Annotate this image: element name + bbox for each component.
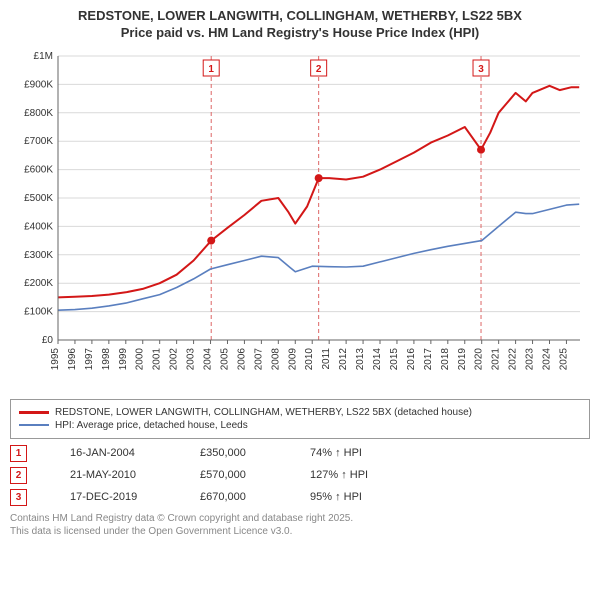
y-tick-label: £900K (24, 79, 53, 90)
event-price: £350,000 (200, 447, 310, 459)
x-tick-label: 2010 (304, 347, 315, 370)
event-date: 21-MAY-2010 (70, 469, 200, 481)
event-percent: 127% ↑ HPI (310, 469, 430, 481)
event-price: £670,000 (200, 491, 310, 503)
x-tick-label: 1998 (101, 347, 112, 370)
event-marker-icon: 3 (10, 489, 27, 506)
chart-title: REDSTONE, LOWER LANGWITH, COLLINGHAM, WE… (10, 8, 590, 42)
event-row: 2 21-MAY-2010£570,000127% ↑ HPI (10, 467, 590, 484)
event-row: 1 16-JAN-2004£350,00074% ↑ HPI (10, 445, 590, 462)
x-tick-label: 2019 (457, 347, 468, 370)
y-tick-label: £800K (24, 108, 53, 119)
x-tick-label: 2011 (321, 347, 332, 369)
y-tick-label: £1M (34, 51, 53, 62)
event-date: 16-JAN-2004 (70, 447, 200, 459)
event-marker-icon: 1 (10, 445, 27, 462)
chart-container: £0 £100K £200K £300K £400K £500K £600K £700K £80… (10, 48, 590, 393)
attribution: Contains HM Land Registry data © Crown c… (10, 512, 590, 538)
x-tick-label: 2016 (406, 347, 417, 370)
x-tick-label: 2003 (186, 347, 197, 370)
y-tick-label: £400K (24, 221, 53, 232)
x-tick-label: 2020 (474, 347, 485, 370)
event-marker-icon: 2 (10, 467, 27, 484)
title-line-1: REDSTONE, LOWER LANGWITH, COLLINGHAM, WE… (78, 8, 522, 23)
title-line-2: Price paid vs. HM Land Registry's House … (121, 25, 480, 40)
x-tick-label: 1997 (84, 347, 95, 370)
event-point (477, 146, 485, 154)
event-percent: 95% ↑ HPI (310, 491, 430, 503)
x-tick-label: 2014 (372, 347, 383, 370)
x-tick-label: 2007 (253, 347, 264, 370)
x-tick-label: 2025 (558, 347, 569, 370)
y-tick-label: £600K (24, 164, 53, 175)
x-tick-label: 2000 (135, 347, 146, 370)
figure-root: REDSTONE, LOWER LANGWITH, COLLINGHAM, WE… (0, 0, 600, 548)
x-tick-label: 2012 (338, 347, 349, 370)
y-tick-label: £200K (24, 278, 53, 289)
event-marker-label: 2 (316, 64, 322, 75)
y-tick-label: £500K (24, 193, 53, 204)
x-tick-label: 2009 (287, 347, 298, 370)
legend-label: REDSTONE, LOWER LANGWITH, COLLINGHAM, WE… (55, 407, 472, 418)
x-tick-label: 2021 (491, 347, 502, 370)
event-date: 17-DEC-2019 (70, 491, 200, 503)
y-tick-label: £300K (24, 250, 53, 261)
event-price: £570,000 (200, 469, 310, 481)
x-tick-label: 2024 (541, 347, 552, 370)
x-tick-label: 2015 (389, 347, 400, 370)
x-tick-label: 2013 (355, 347, 366, 370)
y-tick-label: £0 (42, 335, 54, 346)
event-point (315, 174, 323, 182)
x-tick-label: 2008 (270, 347, 281, 370)
event-point (207, 236, 215, 244)
event-row: 3 17-DEC-2019£670,00095% ↑ HPI (10, 489, 590, 506)
events-table: 1 16-JAN-2004£350,00074% ↑ HPI 2 21-MAY-201… (10, 445, 590, 506)
x-tick-label: 2006 (236, 347, 247, 370)
event-percent: 74% ↑ HPI (310, 447, 430, 459)
chart-svg: £0 £100K £200K £300K £400K £500K £600K £700K £80… (10, 48, 590, 388)
legend-item: REDSTONE, LOWER LANGWITH, COLLINGHAM, WE… (19, 407, 581, 418)
attribution-line-1: Contains HM Land Registry data © Crown c… (10, 513, 353, 524)
x-tick-label: 2018 (440, 347, 451, 370)
legend-swatch (19, 424, 49, 426)
x-tick-label: 1999 (118, 347, 129, 370)
attribution-line-2: This data is licensed under the Open Gov… (10, 526, 292, 537)
x-tick-label: 2022 (508, 347, 519, 370)
x-tick-label: 2017 (423, 347, 434, 370)
legend-item: HPI: Average price, detached house, Leed… (19, 420, 581, 431)
y-tick-label: £700K (24, 136, 53, 147)
legend-swatch (19, 411, 49, 414)
legend: REDSTONE, LOWER LANGWITH, COLLINGHAM, WE… (10, 399, 590, 439)
x-tick-label: 1996 (67, 347, 78, 370)
y-tick-label: £100K (24, 306, 53, 317)
x-tick-label: 2004 (203, 347, 214, 370)
event-marker-label: 1 (208, 64, 214, 75)
x-tick-label: 1995 (50, 347, 61, 370)
x-tick-label: 2023 (525, 347, 536, 370)
x-tick-label: 2002 (169, 347, 180, 370)
event-marker-label: 3 (478, 64, 484, 75)
legend-label: HPI: Average price, detached house, Leed… (55, 420, 248, 431)
x-tick-label: 2001 (152, 347, 163, 370)
x-tick-label: 2005 (219, 347, 230, 370)
